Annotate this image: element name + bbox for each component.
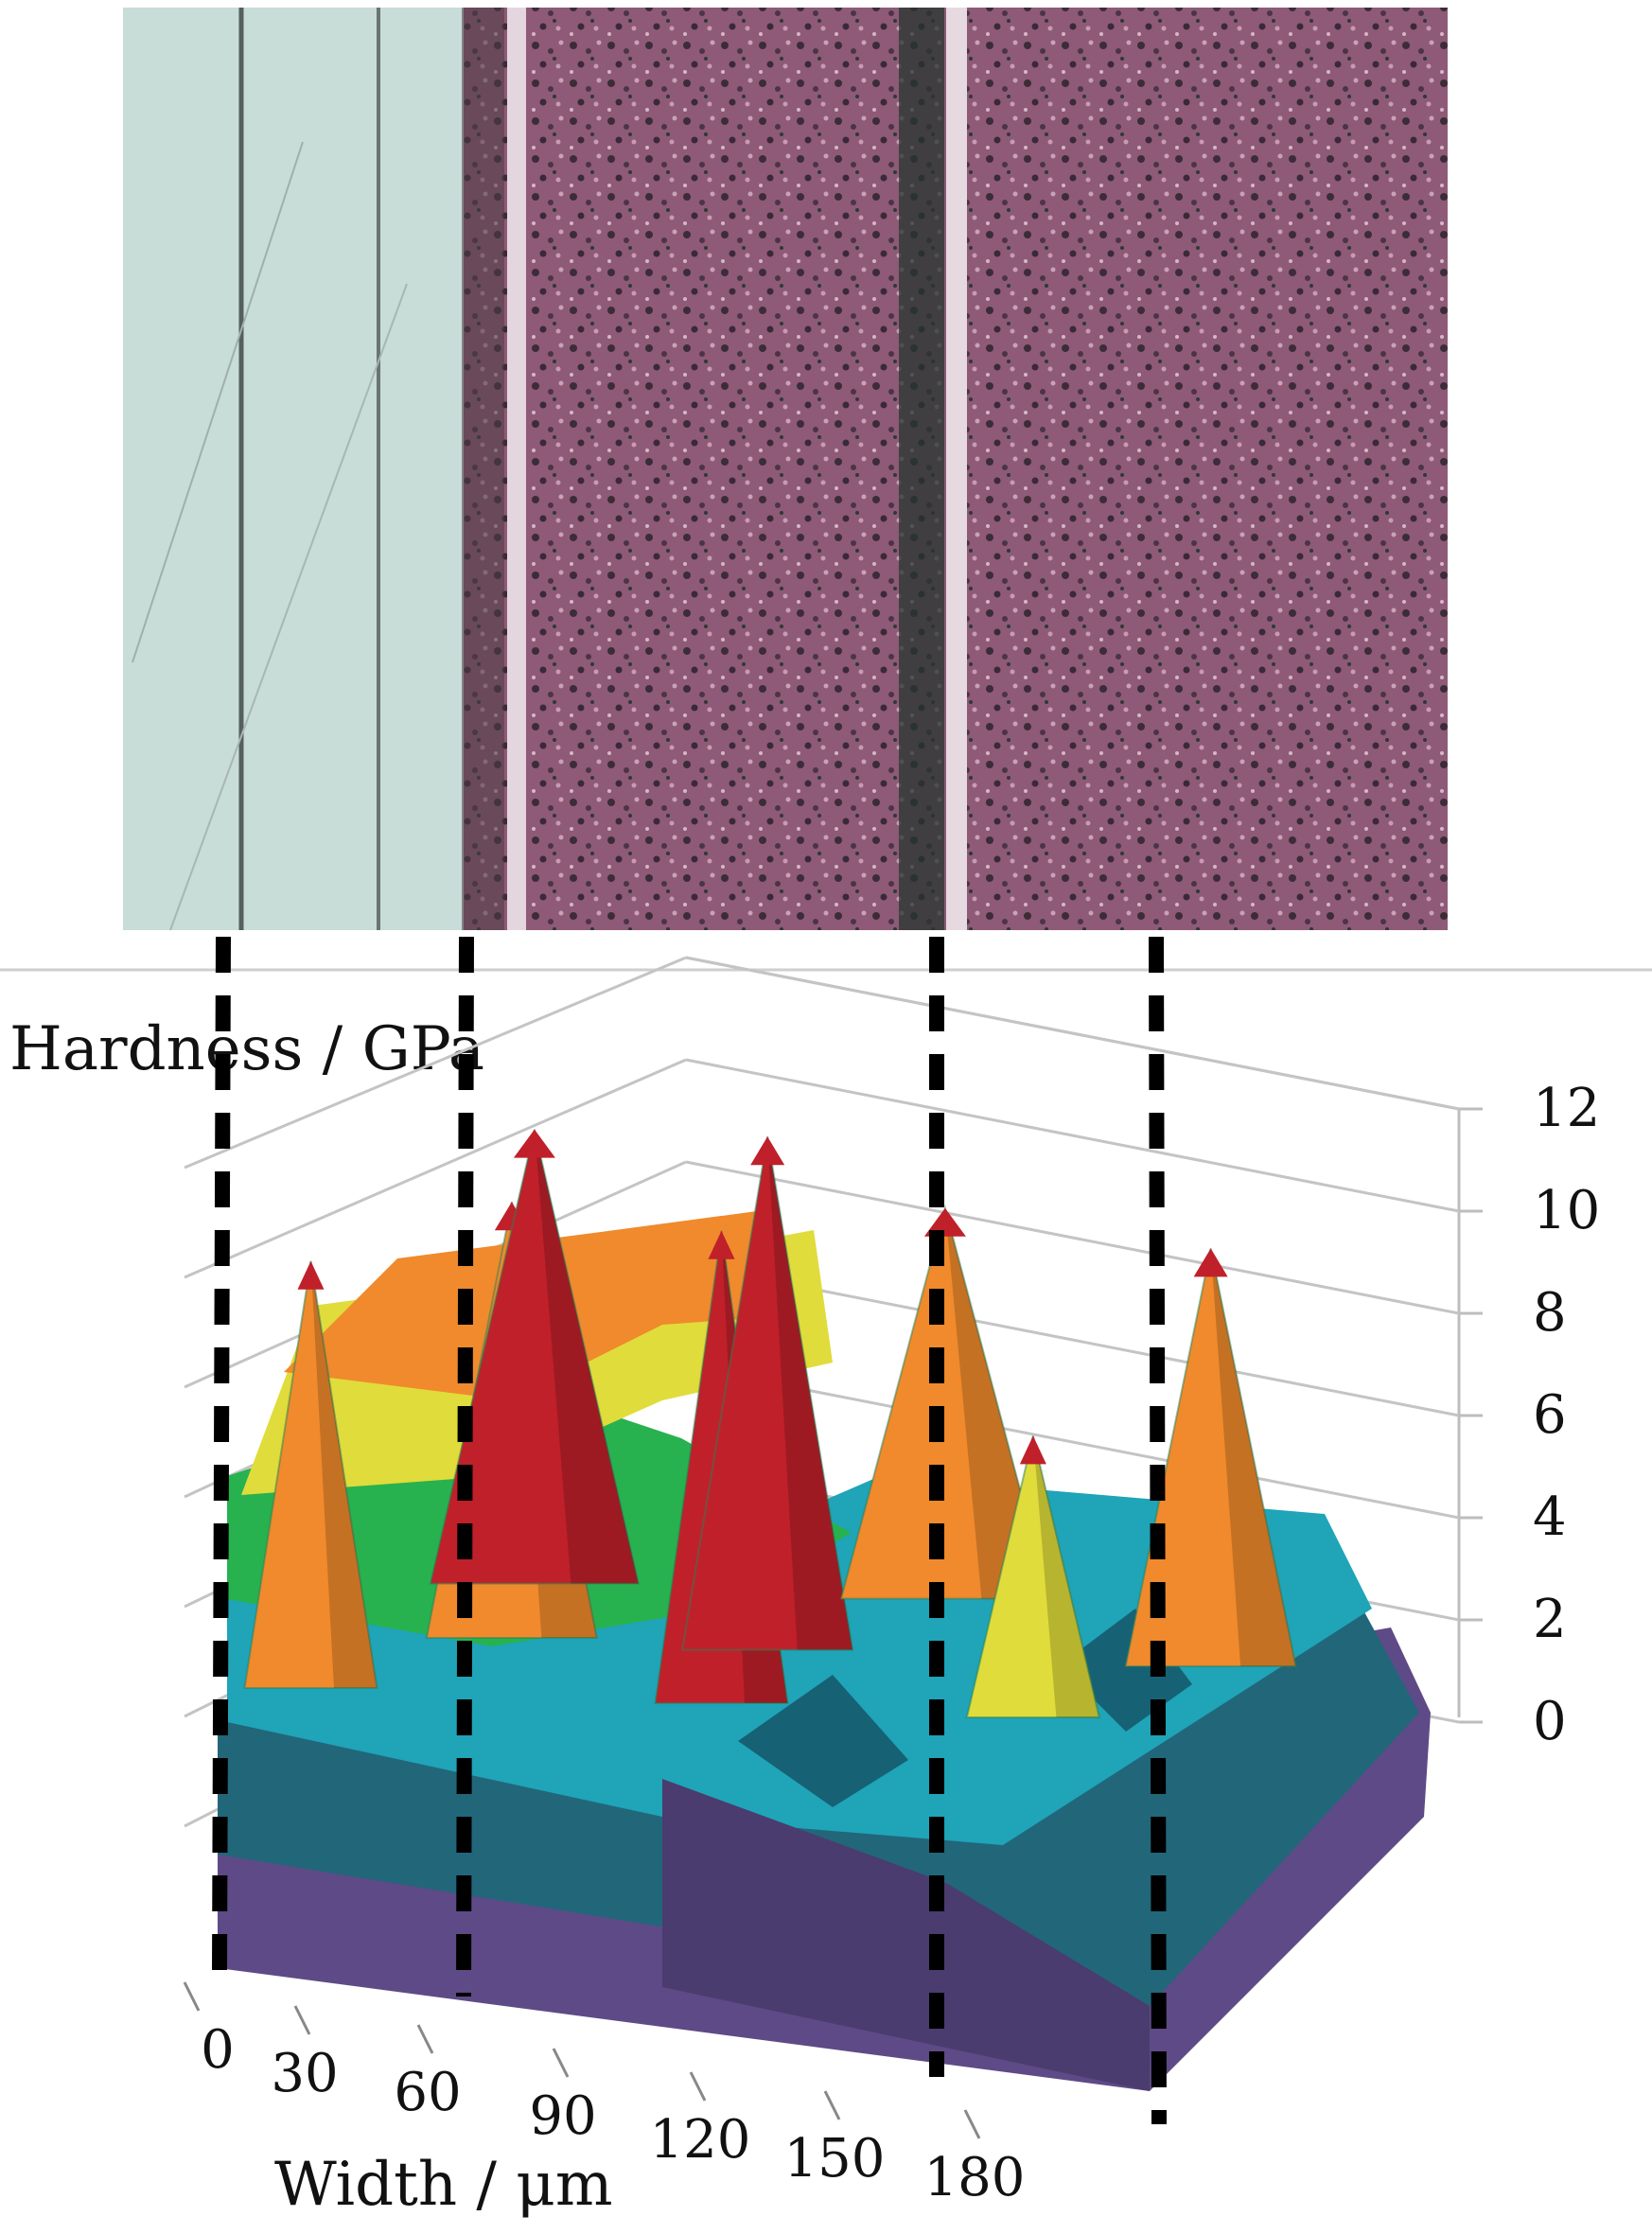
bright-line xyxy=(946,8,967,930)
z-axis-title: Hardness / GPa xyxy=(9,1014,484,1084)
micrograph xyxy=(123,8,1448,931)
scratch-line xyxy=(132,141,304,663)
x-tick-mark xyxy=(183,1981,201,2012)
x-tick-label: 90 xyxy=(529,2085,596,2147)
x-tick-mark xyxy=(293,2005,311,2035)
hardness-peak-shade xyxy=(1210,1248,1296,1666)
hardness-peaks xyxy=(243,1129,1297,1718)
hardness-peak-shade xyxy=(767,1136,853,1650)
x-tick-mark xyxy=(963,2109,981,2139)
substrate-region xyxy=(123,8,464,930)
z-tick-label: 6 xyxy=(1533,1384,1567,1446)
x-tick-mark xyxy=(823,2090,841,2120)
x-tick-mark xyxy=(416,2024,434,2054)
gridline-back xyxy=(685,956,1460,1111)
gridline-back xyxy=(685,1160,1460,1315)
hardness-peak xyxy=(243,1260,378,1689)
surface-shade-pit xyxy=(738,1675,908,1807)
interface-band xyxy=(462,8,504,930)
z-tick-label: 4 xyxy=(1533,1486,1567,1548)
gridline-side xyxy=(184,956,687,1170)
z-tick-label: 12 xyxy=(1533,1078,1600,1139)
z-tick-label: 2 xyxy=(1533,1589,1567,1650)
hardness-peak xyxy=(1124,1248,1297,1667)
x-axis-ticks: 0 30 60 90 120 150 180 xyxy=(183,1981,1026,2208)
bright-line xyxy=(507,8,526,930)
x-tick-label: 30 xyxy=(271,2043,338,2104)
gridline-back xyxy=(685,1058,1460,1213)
hardness-peak-tip xyxy=(297,1260,325,1290)
x-tick-label: 180 xyxy=(924,2147,1026,2208)
hardness-peak xyxy=(839,1204,1051,1600)
gridline-side xyxy=(184,1058,687,1279)
surface-band-4-6 xyxy=(227,1476,1372,1845)
hardness-peak-tip xyxy=(923,1207,966,1237)
z-tick-label: 10 xyxy=(1533,1180,1600,1241)
x-tick-mark xyxy=(689,2071,707,2102)
boundary-guide-line xyxy=(456,936,474,1997)
boundary-guide-line xyxy=(1149,936,1167,2125)
z-axis-ticks: 0 2 4 6 8 10 12 xyxy=(1533,1078,1600,1752)
x-tick-label: 60 xyxy=(394,2062,461,2123)
hardness-peak-tip xyxy=(1193,1248,1228,1277)
boundary-guides xyxy=(212,936,1167,2125)
gridline-back xyxy=(685,1364,1460,1520)
hardness-peak-shade xyxy=(534,1129,639,1584)
hardness-peak xyxy=(429,1129,641,1585)
dark-band xyxy=(899,8,944,930)
hardness-peak-tip xyxy=(750,1136,785,1166)
x-axis-title: Width / μm xyxy=(274,2150,613,2220)
hardness-peak-tip xyxy=(513,1129,555,1158)
boundary-guide-line xyxy=(212,936,231,1974)
x-tick-label: 0 xyxy=(201,2019,235,2081)
hardness-peak xyxy=(680,1136,854,1651)
z-tick-label: 0 xyxy=(1533,1691,1567,1752)
x-tick-mark xyxy=(552,2048,570,2078)
hardness-peak-shade xyxy=(310,1260,378,1688)
hardness-peak-shade xyxy=(1032,1435,1099,1717)
x-tick-label: 120 xyxy=(650,2109,751,2171)
surface-shade-front xyxy=(662,1779,1150,2091)
hardness-peak xyxy=(965,1435,1101,1718)
scratch-line xyxy=(169,283,408,931)
hardness-peak-tip xyxy=(1019,1435,1046,1465)
hardness-peak-tip xyxy=(708,1230,735,1259)
x-tick-label: 150 xyxy=(784,2128,886,2190)
z-tick-label: 8 xyxy=(1533,1282,1567,1344)
